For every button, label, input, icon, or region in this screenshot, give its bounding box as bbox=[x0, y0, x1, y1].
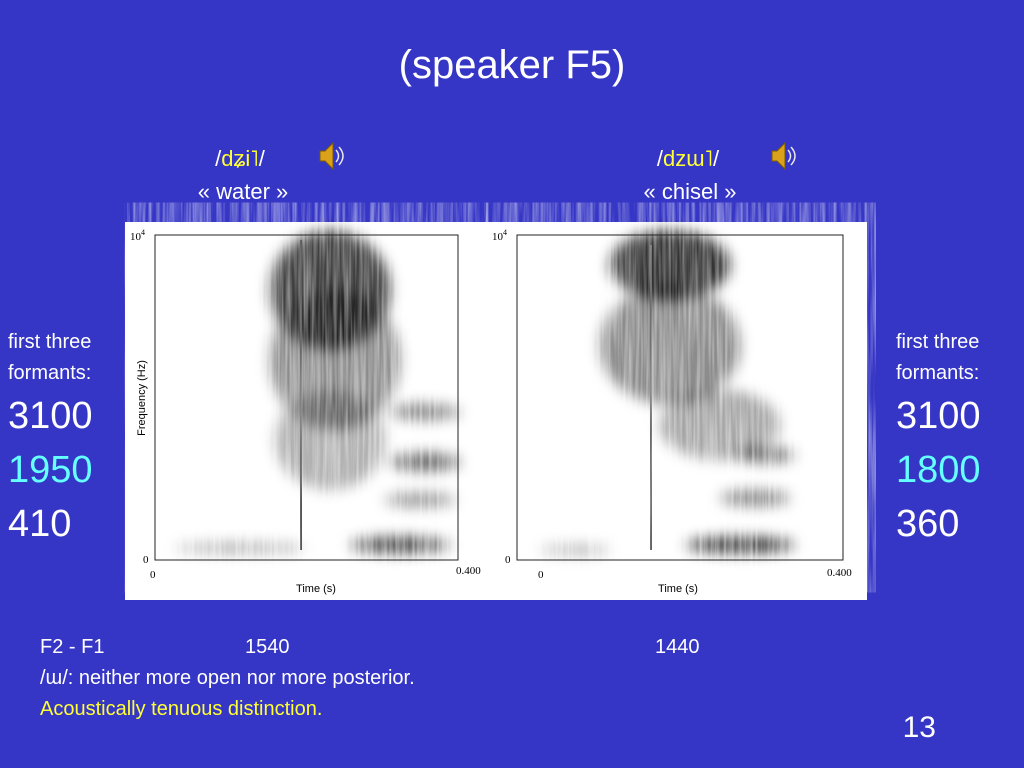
formant-f3: 3100 bbox=[896, 395, 981, 437]
slide-title: (speaker F5) bbox=[399, 43, 626, 87]
formants-heading: formants: bbox=[896, 362, 979, 384]
y-axis-label: Frequency (Hz) bbox=[136, 360, 148, 436]
x-end-label: 0.400 bbox=[456, 565, 481, 577]
slash: / bbox=[657, 146, 664, 171]
y-top-label: 104 bbox=[130, 228, 145, 243]
x-start-label: 0 bbox=[150, 569, 156, 581]
difference-value: 1540 bbox=[245, 636, 290, 658]
formants-heading: first three bbox=[896, 331, 979, 353]
ipa: dʑi˥ bbox=[221, 146, 258, 171]
formants-heading: first three bbox=[8, 331, 91, 353]
ipa: dzɯ˥ bbox=[663, 146, 713, 171]
base: 10 bbox=[130, 231, 142, 243]
x-axis-label: Time (s) bbox=[296, 583, 336, 595]
plot-frame bbox=[154, 234, 459, 561]
note: /ɯ/: neither more open nor more posterio… bbox=[40, 667, 415, 689]
difference-label: F2 - F1 bbox=[40, 636, 104, 658]
formant-f2: 1950 bbox=[8, 449, 93, 491]
y-bottom-label: 0 bbox=[143, 554, 149, 566]
ipa-word: /dzɯ˥/ bbox=[657, 146, 720, 171]
spectrogram-texture bbox=[517, 235, 843, 560]
y-bottom-label: 0 bbox=[505, 554, 511, 566]
sound-icon[interactable] bbox=[771, 142, 796, 170]
x-axis-label: Time (s) bbox=[658, 583, 698, 595]
formants-heading: formants: bbox=[8, 362, 91, 384]
x-start-label: 0 bbox=[538, 569, 544, 581]
spectrogram-texture bbox=[155, 235, 458, 560]
difference-value: 1440 bbox=[655, 636, 700, 658]
formant-f3: 3100 bbox=[8, 395, 93, 437]
plot-frame bbox=[516, 234, 844, 561]
x-end-label: 0.400 bbox=[827, 567, 852, 579]
gloss: « chisel » bbox=[644, 179, 737, 204]
ipa-word: /dʑi˥/ bbox=[215, 146, 266, 171]
exponent: 4 bbox=[503, 228, 507, 237]
slash: / bbox=[215, 146, 222, 171]
formant-f2: 1800 bbox=[896, 449, 981, 491]
page-number: 13 bbox=[903, 711, 936, 744]
formant-f1: 360 bbox=[896, 503, 959, 545]
gloss: « water » bbox=[198, 179, 289, 204]
sound-icon[interactable] bbox=[319, 142, 344, 170]
slash: / bbox=[713, 146, 720, 171]
slash: / bbox=[259, 146, 266, 171]
exponent: 4 bbox=[141, 228, 145, 237]
y-top-label: 104 bbox=[492, 228, 507, 243]
formant-f1: 410 bbox=[8, 503, 71, 545]
note-highlight: Acoustically tenuous distinction. bbox=[40, 698, 322, 720]
base: 10 bbox=[492, 231, 504, 243]
